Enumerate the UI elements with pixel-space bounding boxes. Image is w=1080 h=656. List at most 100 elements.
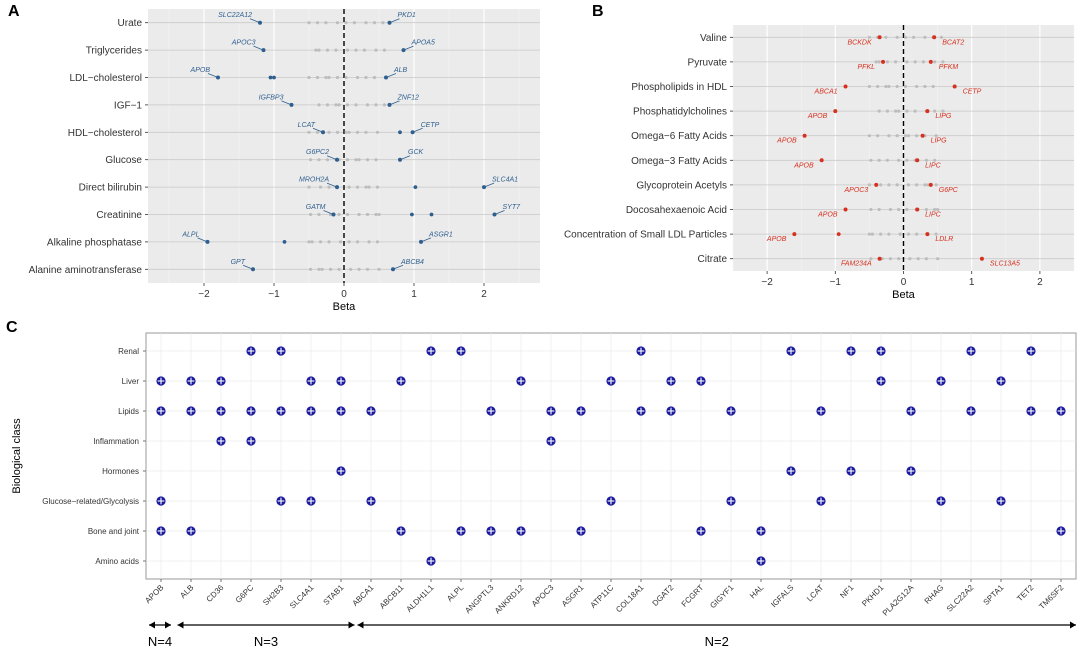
gene-tick-label-stab1: STAB1 — [322, 583, 346, 607]
x-tick-label: −1 — [830, 277, 842, 288]
group-arrow-n-2-head-right — [1070, 621, 1076, 629]
background-point — [879, 183, 883, 187]
background-point — [887, 134, 891, 138]
gene-label-cetp: CETP — [963, 89, 982, 96]
background-point — [897, 158, 901, 162]
background-point — [317, 103, 321, 107]
background-point — [897, 257, 901, 261]
data-point-apoa5 — [401, 48, 406, 53]
gene-tick-label-igfals: IGFALS — [769, 583, 795, 609]
data-point — [429, 212, 434, 217]
background-point — [895, 84, 899, 89]
gene-tick-label-apob: APOB — [143, 583, 165, 605]
gene-label-g6pc: G6PC — [939, 187, 959, 194]
gene-tick-label-tet2: TET2 — [1015, 583, 1036, 604]
background-point — [906, 134, 911, 138]
background-point — [867, 84, 872, 89]
background-point — [335, 130, 340, 134]
background-point — [912, 35, 916, 39]
background-point — [874, 60, 878, 64]
background-point — [374, 158, 378, 162]
class-label-liver: Liver — [122, 377, 140, 386]
gene-label-abca1: ABCA1 — [814, 89, 838, 96]
category-label-creatinine: Creatinine — [96, 210, 142, 221]
background-point — [320, 267, 324, 271]
background-point — [885, 60, 890, 64]
background-point — [913, 109, 917, 113]
category-label-igf-1: IGF−1 — [114, 100, 143, 111]
gene-tick-label-abcb11: ABCB11 — [378, 583, 406, 611]
panel-b: B Valine Pyruvate Phospholipids in HDL Phosp… — [564, 3, 1075, 301]
gene-label-apoc3: APOC3 — [843, 187, 868, 194]
background-point — [374, 103, 378, 107]
x-tick-label: −1 — [268, 289, 280, 300]
background-point — [347, 240, 351, 244]
x-tick-label: 2 — [481, 289, 487, 300]
background-point — [325, 158, 330, 162]
background-point — [347, 185, 351, 189]
data-point-gck — [398, 157, 402, 162]
background-point — [307, 130, 311, 134]
data-point-bckdk — [877, 35, 882, 40]
background-point — [337, 267, 341, 271]
background-point — [317, 158, 321, 162]
background-point — [906, 183, 911, 187]
background-point — [897, 109, 901, 113]
background-point — [334, 48, 338, 52]
background-point — [307, 75, 311, 80]
background-point — [357, 158, 361, 162]
gene-label-gpt: GPT — [231, 259, 246, 266]
gene-label-abcb4: ABCB4 — [400, 259, 424, 266]
gene-label-apob: APOB — [817, 212, 838, 219]
background-point — [906, 232, 911, 236]
background-point — [885, 158, 890, 162]
gene-label-apob: APOB — [190, 67, 211, 74]
category-label-docosahexaenoic-acid: Docosahexaenoic Acid — [626, 205, 727, 216]
background-point — [362, 48, 367, 52]
background-point — [905, 207, 909, 212]
background-point — [334, 103, 338, 107]
data-point-slc4a1 — [482, 185, 486, 190]
background-point — [317, 48, 321, 52]
gene-tick-label-aldh1l1: ALDH1L1 — [405, 583, 436, 614]
gene-tick-label-apoc3: APOC3 — [530, 583, 556, 609]
background-point — [936, 257, 940, 261]
background-point — [315, 130, 320, 134]
gene-tick-label-alpl: ALPL — [445, 583, 466, 604]
category-label-alanine-aminotransferase: Alanine aminotransferase — [29, 265, 143, 276]
background-point — [355, 240, 360, 244]
class-label-hormones: Hormones — [102, 467, 139, 476]
category-label-urate: Urate — [118, 18, 143, 29]
background-point — [884, 84, 888, 89]
background-point — [877, 60, 881, 64]
category-label-phospholipids-in-hdl: Phospholipids in HDL — [631, 82, 727, 93]
background-point — [905, 158, 909, 162]
class-label-amino-acids: Amino acids — [95, 557, 139, 566]
background-point — [933, 60, 937, 64]
background-point — [324, 75, 328, 80]
background-point — [884, 35, 888, 39]
gene-tick-label-alb: ALB — [178, 583, 195, 600]
background-point — [934, 232, 938, 236]
gene-tick-label-cd36: CD36 — [205, 583, 226, 604]
background-point — [377, 212, 381, 217]
gene-label-lcat: LCAT — [298, 122, 316, 129]
background-point — [898, 232, 902, 236]
data-point-pfkm — [928, 59, 933, 64]
gene-label-pfkl: PFKL — [858, 64, 876, 71]
data-point-apoc3 — [874, 182, 879, 187]
background-point — [317, 212, 321, 217]
category-label-phosphatidylcholines: Phosphatidylcholines — [633, 107, 727, 118]
background-point — [338, 240, 343, 244]
data-point-g6pc2 — [335, 157, 339, 162]
background-point — [344, 21, 348, 25]
background-point — [327, 185, 331, 189]
data-point-lipc — [915, 207, 920, 212]
panel-a: A Urate Triglycerides LDL−cholesterol IGF−1 H… — [8, 3, 540, 313]
gene-label-gatm: GATM — [306, 204, 326, 211]
background-point — [915, 183, 919, 187]
background-point — [903, 35, 908, 39]
x-tick-label: 1 — [969, 277, 975, 288]
